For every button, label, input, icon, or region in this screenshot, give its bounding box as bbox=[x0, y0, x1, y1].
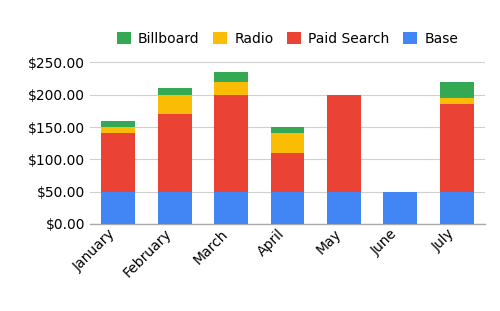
Bar bbox=[270, 127, 304, 133]
Bar bbox=[102, 127, 135, 133]
Legend: Billboard, Radio, Paid Search, Base: Billboard, Radio, Paid Search, Base bbox=[112, 26, 464, 51]
Bar bbox=[327, 192, 361, 224]
Bar bbox=[270, 192, 304, 224]
Bar bbox=[214, 95, 248, 192]
Bar bbox=[102, 133, 135, 192]
Bar bbox=[440, 98, 474, 104]
Bar bbox=[158, 95, 192, 114]
Bar bbox=[270, 133, 304, 153]
Bar bbox=[327, 95, 361, 192]
Bar bbox=[158, 114, 192, 192]
Bar bbox=[384, 192, 418, 224]
Bar bbox=[440, 192, 474, 224]
Bar bbox=[214, 192, 248, 224]
Bar bbox=[102, 192, 135, 224]
Bar bbox=[214, 72, 248, 82]
Bar bbox=[158, 192, 192, 224]
Bar bbox=[214, 82, 248, 95]
Bar bbox=[102, 121, 135, 127]
Bar bbox=[440, 82, 474, 98]
Bar bbox=[440, 104, 474, 192]
Bar bbox=[270, 153, 304, 192]
Bar bbox=[158, 88, 192, 95]
